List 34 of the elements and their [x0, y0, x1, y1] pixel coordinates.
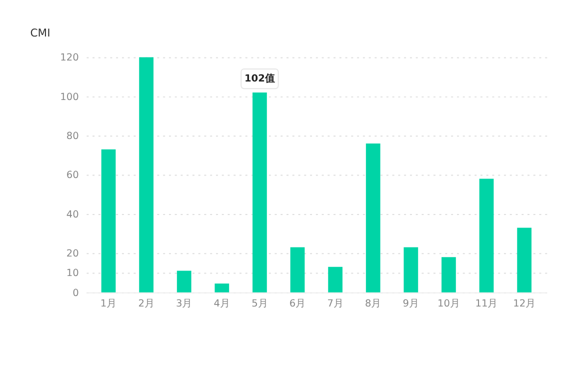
x-tick-label: 5月 — [252, 298, 268, 310]
y-tick-label: 100 — [60, 92, 79, 103]
bar — [214, 284, 230, 292]
bar — [517, 228, 532, 292]
x-tick-label: 12月 — [513, 298, 536, 310]
bar — [290, 247, 305, 292]
y-tick-label: 20 — [66, 248, 79, 260]
x-tick-label: 2月 — [138, 298, 154, 310]
bar — [404, 247, 418, 292]
x-tick-label: 6月 — [289, 298, 306, 310]
x-tick-label: 10月 — [437, 298, 460, 310]
y-tick-label: 80 — [66, 131, 79, 142]
x-tick-label: 7月 — [327, 298, 344, 310]
x-tick-label: 1月 — [100, 298, 117, 310]
bar — [252, 92, 267, 292]
bar — [176, 270, 192, 292]
y-tick-label: 120 — [60, 52, 79, 64]
y-tick-label: 40 — [66, 209, 79, 220]
x-tick-label: 4月 — [214, 298, 230, 310]
y-tick-label: 60 — [66, 170, 79, 182]
chart-title: CMI — [30, 26, 50, 40]
annotation: 102值 — [244, 72, 275, 85]
x-tick-label: 3月 — [176, 298, 192, 310]
y-tick-label: 0 — [72, 288, 79, 299]
bar — [479, 178, 494, 292]
x-tick-label: 11月 — [475, 298, 498, 310]
bar — [101, 149, 116, 292]
bar — [139, 57, 154, 292]
x-tick-label: 9月 — [402, 298, 420, 310]
bar — [442, 257, 456, 292]
bar — [366, 143, 380, 292]
bar — [328, 266, 342, 292]
x-tick-label: 8月 — [364, 298, 382, 310]
y-tick-label: 10 — [66, 268, 79, 280]
